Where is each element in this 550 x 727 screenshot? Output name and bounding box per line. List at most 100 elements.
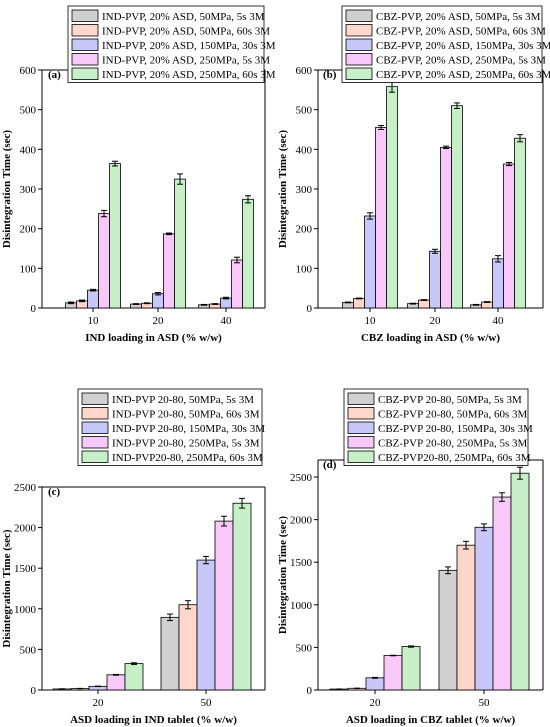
x-tick-label: 20 <box>93 697 105 709</box>
y-tick-label: 200 <box>20 224 37 236</box>
bar <box>383 655 403 691</box>
y-tick-label: 500 <box>20 105 37 117</box>
legend-swatch <box>81 392 109 405</box>
bar <box>401 646 421 691</box>
legend-entry: IND-PVP, 20% ASD, 250MPa, 5s 3M <box>102 55 270 67</box>
bar <box>220 297 232 309</box>
y-tick-label: 400 <box>296 144 313 156</box>
legend-swatch <box>81 436 109 449</box>
y-tick-label: 1000 <box>290 600 313 612</box>
x-tick-label: 40 <box>221 315 233 327</box>
legend-frame <box>343 388 529 466</box>
x-tick-label: 10 <box>88 315 100 327</box>
legend-swatch <box>347 450 375 463</box>
legend-swatch <box>345 38 373 51</box>
x-tick-label: 20 <box>430 315 442 327</box>
bar <box>514 137 526 309</box>
panel-label: (d) <box>323 459 337 471</box>
x-tick-label: 20 <box>153 315 165 327</box>
y-tick-label: 0 <box>307 685 313 697</box>
y-axis-title: Disintegration Time (sec) <box>1 529 13 647</box>
y-tick-label: 200 <box>296 224 313 236</box>
legend-swatch <box>347 407 375 420</box>
bar <box>429 250 441 309</box>
legend: IND-PVP 20-80, 50MPa, 5s 3M IND-PVP 20-80… <box>77 388 265 466</box>
legend-swatch <box>71 67 99 80</box>
legend-entry: IND-PVP, 20% ASD, 50MPa, 5s 3M <box>102 11 265 23</box>
legend-swatch <box>71 38 99 51</box>
legend-entry: CBZ-PVP 20-80, 50MPa, 60s 3M <box>378 409 528 421</box>
x-tick-label: 20 <box>370 697 382 709</box>
bar <box>124 663 144 691</box>
bar <box>456 544 476 691</box>
legend-entry: CBZ-PVP, 20% ASD, 150MPa, 30s 3M <box>376 40 550 52</box>
y-tick-label: 400 <box>20 144 37 156</box>
chart-panel-1: 0 100 200 300 400 500 600 10 20 40 IND loading in … <box>1 5 276 344</box>
legend-swatch <box>345 24 373 37</box>
chart-panel-4: 0 500 1000 1500 2000 2500 20 50 ASD loading in C… <box>277 388 544 726</box>
x-tick-label: 40 <box>493 315 505 327</box>
legend-entry: IND-PVP 20-80, 250MPa, 5s 3M <box>112 438 260 450</box>
legend-entry: CBZ-PVP 20-80, 250MPa, 5s 3M <box>378 438 528 450</box>
bar <box>353 298 365 309</box>
legend-swatch <box>81 407 109 420</box>
bar <box>386 86 398 309</box>
legend-swatch <box>71 24 99 37</box>
y-tick-label: 2000 <box>14 523 37 535</box>
y-tick-label: 2500 <box>290 472 313 484</box>
legend-swatch <box>347 436 375 449</box>
legend-swatch <box>345 9 373 22</box>
bar <box>98 213 110 309</box>
legend: CBZ-PVP, 20% ASD, 50MPa, 5s 3M CBZ-PVP, 2… <box>341 5 550 83</box>
x-axis-title: ASD loading in IND tablet (% w/w) <box>70 714 237 726</box>
bar <box>232 502 252 691</box>
y-tick-label: 2500 <box>14 482 37 494</box>
panel-label: (a) <box>48 69 61 81</box>
bar <box>492 258 504 309</box>
y-tick-label: 500 <box>296 105 313 117</box>
bar <box>231 259 243 309</box>
y-tick-label: 1000 <box>14 604 37 616</box>
panel-label: (b) <box>323 69 337 81</box>
legend-swatch <box>345 53 373 66</box>
bar <box>510 472 530 691</box>
legend-swatch <box>81 421 109 434</box>
legend-entry: IND-PVP 20-80, 150MPa, 30s 3M <box>112 423 265 435</box>
y-tick-label: 600 <box>296 65 313 77</box>
y-tick-label: 2000 <box>290 515 313 527</box>
legend-entry: CBZ-PVP, 20% ASD, 50MPa, 60s 3M <box>376 26 546 38</box>
y-axis-title: Disintegration Time (sec) <box>277 130 289 248</box>
x-axis-title: ASD loading in CBZ tablet (% w/w) <box>346 714 516 726</box>
y-tick-label: 300 <box>296 184 313 196</box>
y-axis-title: Disintegration Time (sec) <box>277 516 289 634</box>
bar <box>160 616 180 691</box>
bar <box>87 289 99 309</box>
panel-label: (c) <box>48 486 61 498</box>
bar <box>451 105 463 309</box>
bar <box>106 674 126 691</box>
bar <box>492 496 512 691</box>
legend-swatch <box>345 67 373 80</box>
legend-swatch <box>347 392 375 405</box>
y-tick-label: 600 <box>20 65 37 77</box>
bar <box>163 233 175 309</box>
bar <box>418 299 430 309</box>
legend-frame <box>341 5 543 83</box>
chart-panel-3: 0 500 1000 1500 2000 2500 20 50 ASD loading in I… <box>1 388 266 726</box>
y-tick-label: 100 <box>296 263 313 275</box>
y-tick-label: 500 <box>20 644 37 656</box>
bar <box>196 559 216 691</box>
bar <box>503 163 515 309</box>
bar <box>375 127 387 309</box>
legend-entry: CBZ-PVP, 20% ASD, 250MPa, 60s 3M <box>376 69 550 81</box>
legend-entry: CBZ-PVP, 20% ASD, 50MPa, 5s 3M <box>376 11 541 23</box>
bar <box>174 178 186 309</box>
legend-entry: CBZ-PVP 20-80, 50MPa, 5s 3M <box>378 394 522 406</box>
legend: IND-PVP, 20% ASD, 50MPa, 5s 3M IND-PVP, 2… <box>67 5 276 83</box>
bar <box>474 526 494 691</box>
legend-swatch <box>71 53 99 66</box>
y-tick-label: 1500 <box>290 557 313 569</box>
legend-swatch <box>71 9 99 22</box>
bar <box>152 293 164 309</box>
